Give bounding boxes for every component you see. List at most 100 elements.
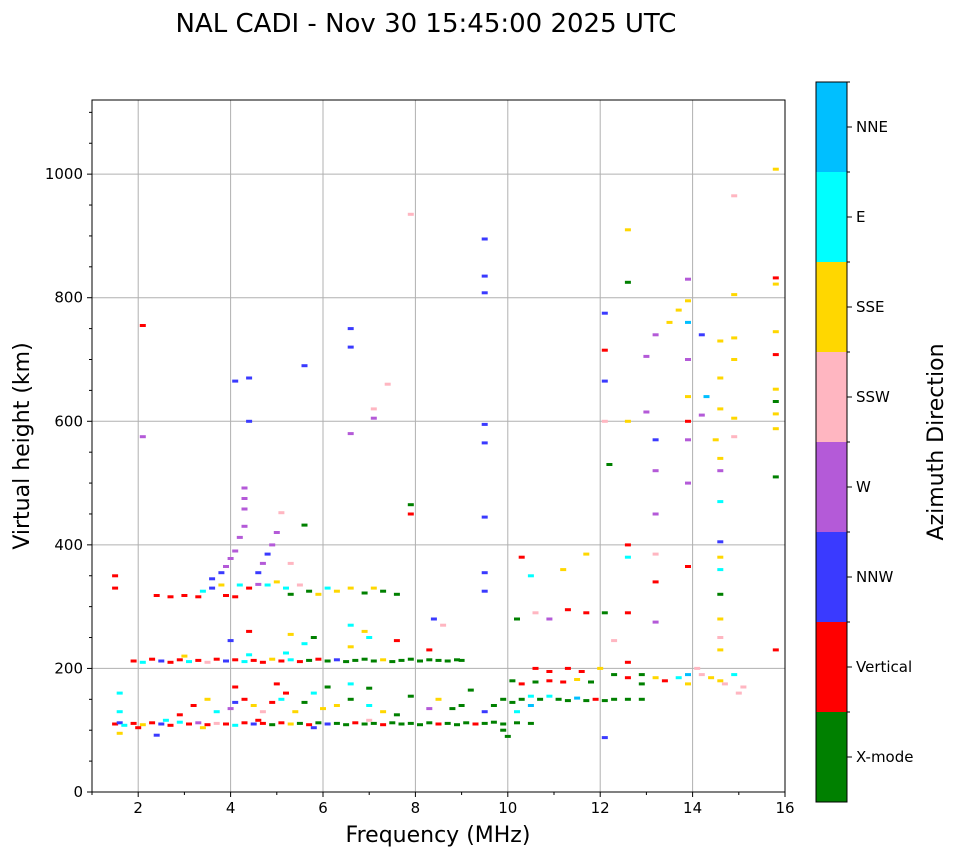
echo-mark (250, 704, 257, 707)
echo-mark (246, 419, 253, 423)
echo-mark (393, 592, 400, 596)
echo-mark (324, 586, 331, 590)
echo-mark (223, 565, 229, 568)
echo-mark (204, 697, 211, 701)
echo-mark (685, 673, 691, 677)
echo-mark (301, 700, 308, 704)
echo-mark (241, 486, 248, 490)
echo-mark (675, 676, 682, 680)
x-tick-label: 14 (683, 799, 702, 817)
echo-mark (435, 697, 442, 701)
echo-mark (112, 586, 119, 590)
echo-mark (162, 718, 169, 722)
echo-mark (296, 721, 303, 725)
echo-mark (370, 416, 377, 420)
echo-mark (181, 654, 188, 658)
echo-mark (481, 441, 488, 445)
echo-mark (176, 720, 183, 724)
echo-mark (500, 722, 507, 726)
echo-mark (731, 435, 738, 439)
echo-mark (417, 723, 423, 727)
echo-mark (454, 723, 460, 727)
echo-mark (116, 710, 123, 714)
echo-mark (643, 354, 650, 358)
echo-mark (232, 379, 239, 383)
echo-mark (772, 475, 779, 479)
echo-mark (246, 629, 253, 633)
echo-mark (717, 648, 724, 652)
echo-mark (592, 697, 599, 701)
echo-mark (444, 721, 451, 725)
echo-mark (361, 722, 368, 726)
echo-mark (269, 723, 276, 727)
echo-group (176, 682, 497, 717)
echo-mark (527, 694, 534, 698)
echo-mark (324, 685, 331, 689)
y-tick-label: 600 (54, 412, 83, 430)
colorbar-tick-label: SSE (856, 298, 885, 316)
echo-mark (685, 419, 691, 423)
echo-mark (546, 617, 553, 621)
echo-mark (167, 723, 174, 727)
echo-mark (685, 565, 691, 568)
echo-mark (444, 659, 451, 663)
colorbar-segment (816, 532, 847, 622)
colorbar-tick-label: SSW (856, 388, 890, 406)
echo-mark (685, 299, 691, 303)
echo-mark (232, 723, 239, 727)
echo-mark (430, 617, 437, 621)
echo-mark (731, 336, 738, 340)
echo-mark (227, 707, 234, 711)
echo-mark (661, 679, 668, 683)
echo-mark (611, 697, 618, 701)
echo-mark (223, 722, 229, 726)
echo-mark (675, 308, 682, 312)
echo-mark (130, 659, 137, 663)
echo-mark (236, 535, 243, 539)
echo-mark (481, 571, 488, 575)
echo-mark (735, 691, 742, 695)
echo-mark (467, 688, 474, 692)
echo-mark (472, 722, 479, 726)
echo-mark (685, 438, 691, 442)
echo-mark (463, 721, 470, 725)
echo-mark (698, 333, 705, 337)
echo-mark (181, 594, 188, 597)
echo-mark (481, 515, 488, 519)
echo-mark (772, 282, 779, 286)
echo-mark (772, 330, 779, 334)
echo-mark (278, 697, 285, 701)
echo-mark (232, 549, 239, 553)
echo-mark (176, 658, 183, 662)
echo-mark (287, 592, 294, 596)
plot-frame (91, 99, 786, 793)
echo-mark (176, 713, 183, 717)
x-tick-label: 16 (775, 799, 794, 817)
echo-mark (347, 697, 354, 701)
echo-mark (731, 416, 738, 420)
echo-mark (121, 723, 128, 727)
echo-mark (296, 583, 303, 587)
echo-mark (287, 658, 294, 662)
echo-mark (717, 568, 724, 572)
echo-mark (527, 704, 534, 707)
echo-mark (158, 659, 165, 663)
echo-mark (264, 552, 271, 556)
echo-mark (259, 561, 266, 565)
echo-mark (315, 592, 322, 596)
echo-mark (606, 463, 613, 466)
echo-mark (417, 659, 423, 663)
echo-group (514, 167, 779, 652)
echo-mark (601, 419, 608, 423)
echo-mark (407, 657, 414, 661)
echo-mark (481, 422, 488, 426)
echo-mark (153, 594, 160, 597)
echo-mark (624, 611, 631, 615)
echo-mark (269, 657, 276, 661)
echo-mark (232, 685, 239, 689)
echo-mark (310, 636, 317, 639)
echo-mark (546, 670, 553, 673)
echo-mark (717, 636, 724, 639)
chart-title: NAL CADI - Nov 30 15:45:00 2025 UTC (176, 9, 677, 39)
echo-mark (246, 653, 253, 657)
